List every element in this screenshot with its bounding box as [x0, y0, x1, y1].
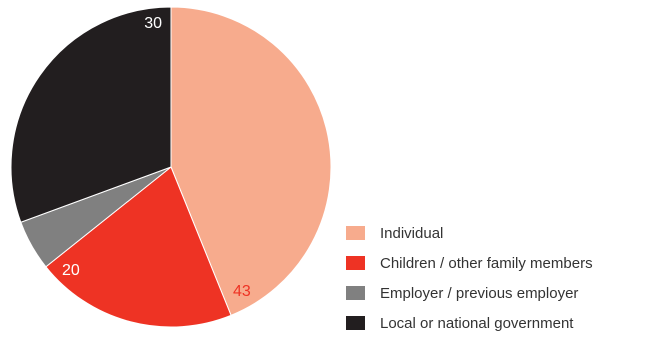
legend-swatch: [346, 316, 365, 330]
pie-value-label: 43: [233, 283, 251, 300]
legend-item: Employer / previous employer: [346, 278, 646, 308]
legend-item: Local or national government: [346, 308, 646, 338]
pie-value-labels: 43 20 5 30: [5, 15, 251, 300]
pie-value-label: 5: [5, 224, 14, 241]
legend: Individual Children / other family member…: [346, 218, 646, 338]
pie-slice-individual: [170, 6, 332, 316]
legend-label: Employer / previous employer: [380, 284, 579, 302]
legend-item: Children / other family members: [346, 248, 646, 278]
pie-slices: [10, 6, 332, 328]
pie-value-label: 20: [62, 262, 80, 279]
legend-swatch: [346, 286, 365, 300]
legend-item: Individual: [346, 218, 646, 248]
legend-label: Individual: [380, 224, 444, 242]
pie-value-label: 30: [144, 15, 162, 32]
pie-slice-children-other-family-members: [45, 166, 232, 328]
legend-swatch: [346, 226, 365, 240]
legend-label: Children / other family members: [380, 254, 593, 272]
legend-swatch: [346, 256, 365, 270]
pie-slice-local-or-national-government: [10, 6, 172, 223]
legend-label: Local or national government: [380, 314, 574, 332]
